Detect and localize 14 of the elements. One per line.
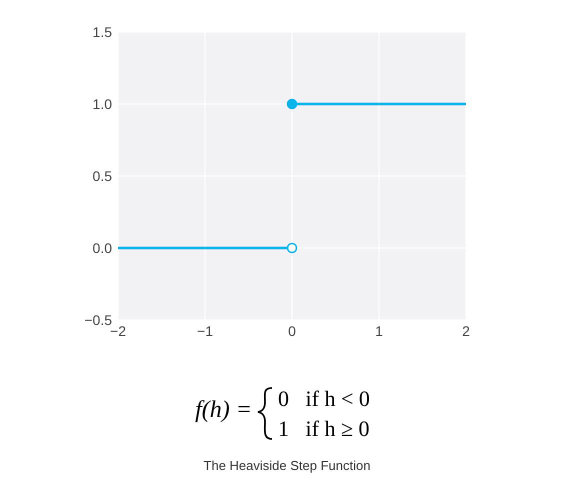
y-tick-label: −0.5 <box>84 312 112 328</box>
x-tick-label: 1 <box>375 323 384 339</box>
y-tick-label: 0.0 <box>92 240 112 256</box>
y-tick-label: 0.5 <box>92 168 112 184</box>
x-tick-label: −2 <box>110 323 126 339</box>
text: f(h) = <box>195 397 252 423</box>
text: The Heaviside Step Function <box>204 458 370 473</box>
y-tick-label: 1.0 <box>92 96 112 112</box>
text: 0 if h < 0 <box>278 386 370 411</box>
x-tick-label: 2 <box>462 323 470 339</box>
x-tick-label: 0 <box>288 323 296 339</box>
y-tick-label: 1.5 <box>92 24 112 40</box>
text: 1 if h ≥ 0 <box>278 416 370 441</box>
x-tick-label: −1 <box>197 323 214 339</box>
